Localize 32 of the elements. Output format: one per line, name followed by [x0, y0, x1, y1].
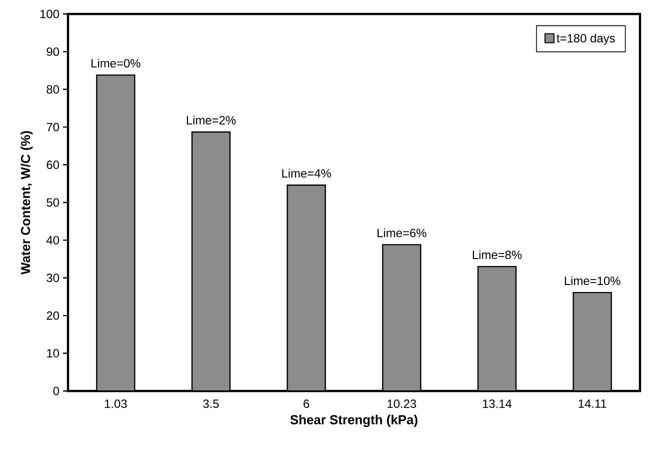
y-tick-label: 90: [46, 47, 60, 56]
y-tick-label: 30: [46, 274, 60, 282]
x-tick-label: 1.03: [104, 400, 127, 408]
x-axis-title: Shear Strength (kPa): [290, 414, 418, 427]
bar: [572, 292, 612, 391]
x-tick-label: 13.14: [482, 400, 512, 408]
y-tick-label: 100: [40, 10, 60, 18]
annotation: Lime=0%: [92, 58, 140, 68]
y-tick-label: 40: [46, 236, 60, 244]
x-tick-label: 14.11: [578, 400, 606, 408]
y-tick-label: 70: [46, 122, 60, 132]
y-tick-label: 10: [47, 349, 60, 358]
y-tick-label: 60: [46, 160, 60, 170]
annotation: Lime=8%: [472, 250, 522, 260]
x-tick-label: 6: [304, 400, 310, 408]
annotation: Lime=6%: [378, 228, 426, 238]
y-tick-label: 0: [53, 386, 60, 396]
y-tick-label: 80: [46, 85, 60, 94]
annotation: Lime=4%: [282, 168, 331, 178]
y-tick-label: 50: [46, 198, 60, 207]
y-tick-label: 20: [46, 311, 60, 320]
bar: [382, 244, 422, 391]
y-axis-title: Water Content, W/C (%): [20, 131, 33, 275]
legend-label: t=180 days: [556, 34, 615, 45]
annotation: Lime=2%: [186, 116, 236, 124]
bar: [96, 74, 136, 391]
bar: [191, 131, 231, 391]
x-tick-label: 10.23: [388, 400, 416, 408]
bar: [477, 266, 517, 391]
annotation: Lime=10%: [564, 276, 620, 286]
bar: [286, 184, 326, 391]
x-tick-label: 3.5: [203, 400, 219, 408]
